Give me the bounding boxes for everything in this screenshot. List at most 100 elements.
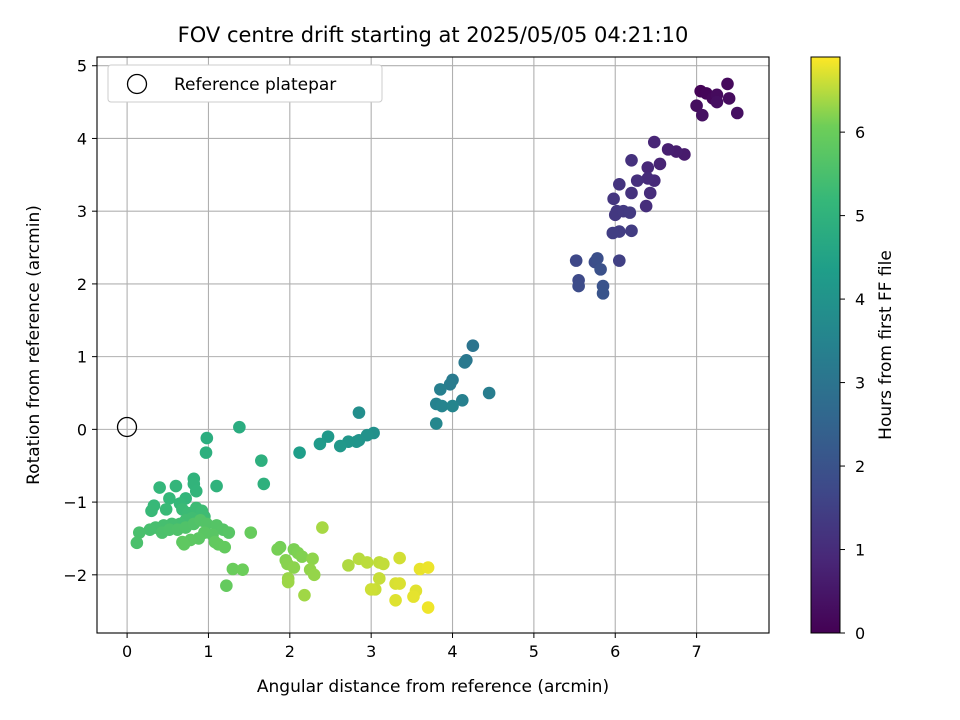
x-tick-label: 2 [285,642,295,661]
data-point [233,420,246,434]
data-point [364,583,378,596]
data-point [143,523,157,537]
data-point [210,479,223,493]
x-tick-label: 5 [529,642,539,661]
data-point [647,135,661,149]
data-point [625,153,638,167]
data-point [306,552,319,566]
grid-lines [97,57,769,633]
data-point [429,417,443,430]
data-point [342,559,355,572]
data-point [643,186,657,200]
data-point [421,601,435,614]
data-point [625,224,638,238]
data-point [569,254,583,267]
data-point [393,551,406,565]
data-point [218,540,232,554]
data-point [298,588,311,602]
data-point [591,252,604,265]
data-point [607,192,620,206]
data-point [421,561,435,574]
x-tick-label: 0 [122,642,132,661]
legend-marker [126,73,148,95]
data-point [695,108,709,122]
colorbar-tick-label: 2 [855,457,865,476]
data-point [293,446,306,459]
x-tick-label: 7 [691,642,701,661]
plot-frame [96,56,770,634]
data-point [623,206,637,219]
colorbar-gradient [810,56,841,634]
data-point [458,356,472,369]
data-point [200,431,214,445]
data-point [613,177,626,191]
data-point [352,406,366,419]
data-point [163,492,176,505]
data-point [594,263,607,276]
data-point [639,199,653,213]
colorbar-tick-label: 3 [855,374,865,393]
data-point [159,503,173,516]
data-point [281,575,295,589]
legend: Reference platepar [107,64,383,103]
data-point [482,386,496,400]
data-point [435,399,449,413]
data-point [145,504,158,518]
data-point [710,95,724,109]
data-point [393,577,406,590]
data-point [596,287,610,300]
data-point [407,590,420,603]
colorbar-tick-label: 4 [855,290,865,309]
data-point [271,543,284,556]
colorbar-label: Hours from first FF file [876,250,896,440]
data-point [641,161,655,174]
data-point [373,572,386,585]
data-point [389,593,402,607]
data-point [661,143,675,156]
colorbar-tick-label: 6 [855,123,865,142]
data-point [722,92,736,105]
y-tick-label: 1 [77,348,87,367]
y-axis-label: Rotation from reference (arcmin) [24,205,44,485]
data-point [721,77,734,91]
y-tick-label: 4 [77,129,87,148]
data-point [287,561,301,574]
data-point [313,437,327,451]
legend-entry-label: Reference platepar [174,75,336,95]
data-point [572,279,585,293]
data-point [625,186,638,200]
x-tick-label: 6 [610,642,620,661]
data-point [641,172,655,185]
data-point [434,383,447,396]
colorbar-tick-label: 5 [855,207,865,226]
legend-box [107,64,383,103]
y-tick-label: 3 [77,202,87,221]
reference-platepar-marker [116,416,138,438]
data-point [222,526,236,539]
data-point [377,557,390,571]
colorbar-ticks: 0 1 2 3 4 5 6 [840,123,865,643]
colorbar-tick-label: 1 [855,541,865,560]
data-point [455,393,469,407]
data-point [307,568,321,582]
data-point [333,439,347,453]
data-point [466,339,480,353]
colorbar: 0 1 2 3 4 5 6 Hours from first FF file [810,56,896,643]
data-point [169,479,183,493]
data-point [236,563,249,577]
data-point [244,526,258,539]
data-point [730,106,744,120]
data-point [443,377,457,391]
data-point [199,446,213,459]
x-axis-ticks: 0 1 2 3 4 5 6 7 [122,633,702,661]
x-tick-label: 1 [203,642,213,661]
x-axis-label: Angular distance from reference (arcmin) [257,677,609,697]
chart-title: FOV centre drift starting at 2025/05/05 … [178,23,689,47]
data-point [606,226,620,240]
data-point [133,526,146,539]
data-point [177,537,191,551]
data-point [130,536,144,550]
x-tick-label: 3 [366,642,376,661]
data-point [316,521,329,534]
